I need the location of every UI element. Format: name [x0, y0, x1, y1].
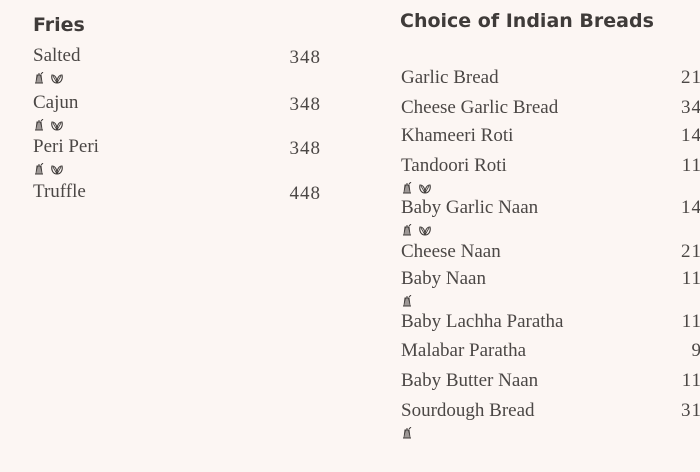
shaker-icon: [402, 182, 413, 194]
leaf-icon: [51, 120, 63, 131]
menu-item-price: 9: [691, 340, 700, 361]
menu-item-name: Sourdough Bread: [401, 400, 535, 421]
menu-item-price: 14: [681, 125, 700, 146]
dietary-icons: [34, 72, 63, 84]
menu-item-price: 21: [681, 67, 700, 88]
menu-item-price: 11: [681, 370, 700, 391]
menu-item-price: 448: [289, 183, 321, 204]
shaker-icon: [402, 295, 413, 307]
menu-item-name: Cajun: [33, 92, 79, 113]
shaker-icon: [402, 224, 413, 236]
menu-item-price: 21: [681, 241, 700, 262]
leaf-icon: [51, 73, 63, 84]
menu-item-name: Baby Naan: [401, 268, 486, 289]
leaf-icon: [419, 183, 431, 194]
menu-item-name: Cheese Garlic Bread: [401, 97, 559, 118]
menu-item-price: 348: [289, 47, 321, 68]
menu-item-price: 11: [681, 155, 700, 176]
menu-item-price: 11: [681, 311, 700, 332]
leaf-icon: [51, 164, 63, 175]
shaker-icon: [34, 119, 45, 131]
menu-item-name: Malabar Paratha: [401, 340, 527, 361]
fries-section-title: Fries: [33, 14, 85, 36]
menu-item-name: Khameeri Roti: [401, 125, 514, 146]
menu-item-name: Garlic Bread: [401, 67, 499, 88]
menu-item-price: 348: [289, 138, 321, 159]
menu-item-price: 14: [681, 197, 700, 218]
menu-item-name: Truffle: [33, 181, 86, 202]
dietary-icons: [402, 182, 431, 194]
shaker-icon: [402, 427, 413, 439]
menu-item-price: 348: [289, 94, 321, 115]
menu-item-price: 11: [681, 268, 700, 289]
menu-item-price: 34: [681, 97, 700, 118]
menu-item-name: Cheese Naan: [401, 241, 501, 262]
menu-item-name: Baby Lachha Paratha: [401, 311, 564, 332]
menu-item-name: Baby Garlic Naan: [401, 197, 539, 218]
dietary-icons: [34, 119, 63, 131]
menu-item-name: Baby Butter Naan: [401, 370, 539, 391]
shaker-icon: [34, 72, 45, 84]
menu-item-price: 31: [681, 400, 700, 421]
shaker-icon: [34, 163, 45, 175]
leaf-icon: [419, 225, 431, 236]
menu-item-name: Tandoori Roti: [401, 155, 507, 176]
menu-item-name: Peri Peri: [33, 136, 99, 157]
breads-section-title: Choice of Indian Breads: [400, 10, 654, 32]
dietary-icons: [402, 427, 413, 439]
dietary-icons: [402, 224, 431, 236]
menu-item-name: Salted: [33, 45, 81, 66]
dietary-icons: [402, 295, 413, 307]
dietary-icons: [34, 163, 63, 175]
